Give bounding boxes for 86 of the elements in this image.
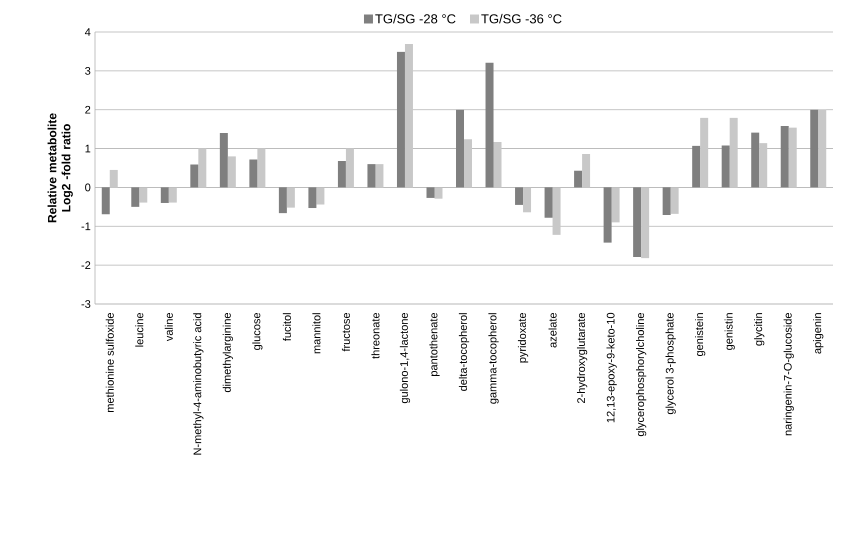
bar [278, 187, 287, 214]
x-tick-label: delta-tocopherol [458, 313, 470, 391]
bar [751, 132, 760, 188]
bar [338, 161, 346, 188]
bar [633, 187, 642, 257]
bar [396, 52, 405, 188]
bar [810, 110, 818, 188]
x-tick-label: N-methyl-4-aminobutyric acid [193, 313, 204, 455]
bar [426, 187, 434, 198]
bar [722, 145, 730, 188]
bar [692, 146, 700, 188]
x-tick-label: fucitol [282, 313, 291, 342]
bar [228, 156, 236, 188]
x-tick-label: valine [164, 312, 173, 342]
x-tick-label: 2-hydroxyglutarate [576, 312, 588, 404]
y-tick-label: 0 [85, 184, 90, 192]
bar [404, 44, 413, 188]
bar [612, 187, 620, 222]
bar [788, 128, 797, 188]
bar [131, 187, 140, 207]
bar [160, 187, 169, 203]
x-tick-label: glycitin [754, 313, 764, 346]
bar [552, 187, 561, 235]
x-tick-label: naringenin-7-O-glucoside [784, 312, 794, 436]
bar [574, 170, 582, 188]
x-tick-label: apigenin [813, 313, 824, 354]
bar [198, 148, 206, 188]
x-tick-label: glucose [252, 312, 262, 350]
y-tick-label: -2 [82, 261, 90, 269]
bar [375, 164, 384, 188]
x-tick-label: mannitol [312, 313, 320, 354]
bar [110, 170, 118, 188]
y-tick-label: 3 [85, 66, 90, 75]
x-tick-label: glycerophosphorylcholine [636, 312, 646, 436]
bar [190, 164, 198, 188]
x-tick-label: methionine sulfoxide [106, 312, 114, 412]
bar [220, 133, 228, 188]
bar [700, 118, 708, 188]
bar [662, 187, 671, 216]
bar [434, 187, 442, 199]
x-tick-label: azelate [548, 312, 557, 348]
x-tick-label: gamma-tocopherol [488, 313, 499, 404]
bar [168, 187, 177, 203]
y-tick-label: 4 [84, 28, 90, 36]
y-tick-label: 1 [86, 144, 90, 152]
legend-label: TG/SG -28 °C [375, 14, 456, 24]
x-tick-label: glycerol 3-phosphate [666, 312, 676, 414]
x-tick-label: pyridoxate [518, 312, 528, 362]
x-tick-label: gulono-1,4-lactone [400, 312, 410, 404]
bar [464, 139, 472, 188]
bar [139, 187, 148, 203]
bar [780, 126, 789, 188]
bar [308, 187, 316, 208]
bar [257, 148, 266, 188]
bar [670, 187, 679, 214]
x-tick-label: fructose [342, 312, 350, 352]
bar [582, 154, 590, 188]
bar [346, 148, 354, 188]
bar [515, 187, 524, 205]
bar [641, 187, 650, 258]
y-tick-label: -1 [82, 222, 90, 230]
y-axis-title: Relative metabolite Log2 -fold ratio [48, 113, 73, 222]
bar [102, 187, 110, 214]
x-tick-label: genistin [724, 313, 735, 350]
bar [544, 187, 553, 218]
x-tick-label: pantothenate [429, 312, 440, 376]
bar [316, 187, 324, 205]
bar [494, 142, 502, 188]
x-tick-label: 12,13-epoxy-9-keto-10 [606, 312, 617, 422]
legend-label: TG/SG -36 °C [481, 14, 562, 24]
bar [286, 187, 295, 208]
bar [523, 187, 532, 212]
x-tick-label: genistein [695, 313, 706, 356]
x-tick-label: dimethylarginine [222, 312, 233, 392]
y-tick-label: -3 [82, 300, 90, 308]
x-tick-label: threonate [371, 312, 380, 359]
bar [456, 110, 464, 188]
x-tick-label: leucine [135, 312, 144, 347]
bar [249, 159, 258, 188]
bar [759, 143, 768, 188]
bar [486, 62, 494, 188]
bar [818, 110, 826, 188]
bar [367, 164, 376, 188]
bar [730, 118, 738, 188]
bar [604, 187, 612, 243]
y-tick-label: 2 [85, 106, 90, 114]
